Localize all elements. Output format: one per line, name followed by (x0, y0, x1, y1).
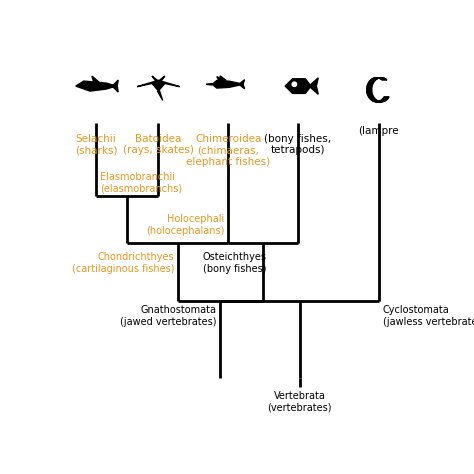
Polygon shape (383, 98, 389, 99)
Polygon shape (367, 88, 372, 89)
Polygon shape (367, 89, 372, 90)
Polygon shape (157, 91, 163, 100)
Text: Batoidea
(rays, skates): Batoidea (rays, skates) (123, 134, 194, 155)
Circle shape (292, 82, 297, 86)
Polygon shape (368, 96, 374, 97)
Polygon shape (367, 84, 373, 85)
Text: (lampre: (lampre (358, 126, 399, 136)
Text: Selachii
(sharks): Selachii (sharks) (75, 134, 117, 155)
Text: Vertebrata
(vertebrates): Vertebrata (vertebrates) (267, 391, 332, 412)
Text: Gnathostomata
(jawed vertebrates): Gnathostomata (jawed vertebrates) (120, 305, 217, 327)
Polygon shape (372, 100, 377, 101)
Polygon shape (382, 79, 387, 80)
Polygon shape (137, 80, 180, 91)
Polygon shape (112, 80, 118, 92)
Polygon shape (368, 95, 373, 96)
Polygon shape (240, 80, 245, 89)
Polygon shape (367, 85, 372, 86)
Polygon shape (159, 76, 165, 80)
Polygon shape (383, 97, 389, 98)
Polygon shape (367, 86, 372, 88)
Polygon shape (285, 79, 311, 93)
Polygon shape (310, 78, 318, 94)
Polygon shape (382, 99, 387, 100)
Polygon shape (371, 79, 376, 80)
Polygon shape (370, 80, 375, 81)
Polygon shape (212, 81, 243, 88)
Polygon shape (92, 76, 100, 83)
Polygon shape (217, 77, 226, 83)
Text: (bony fishes,
tetrapods): (bony fishes, tetrapods) (264, 134, 332, 155)
Polygon shape (367, 91, 372, 92)
Polygon shape (368, 83, 373, 84)
Polygon shape (152, 76, 157, 80)
Polygon shape (370, 98, 375, 99)
Polygon shape (367, 93, 373, 94)
Text: Holocephali
(holocephalans): Holocephali (holocephalans) (146, 214, 225, 236)
Text: Elasmobranchii
(elasmobranchs): Elasmobranchii (elasmobranchs) (100, 172, 182, 194)
Polygon shape (369, 81, 375, 82)
Polygon shape (367, 90, 372, 91)
Polygon shape (370, 99, 376, 100)
Polygon shape (220, 76, 226, 81)
Polygon shape (206, 83, 212, 85)
Text: Chimeroidea
(chimaeras,
elephant fishes): Chimeroidea (chimaeras, elephant fishes) (186, 134, 270, 167)
Text: Cyclostomata
(jawless vertebrates): Cyclostomata (jawless vertebrates) (383, 305, 474, 327)
Polygon shape (369, 97, 374, 98)
Text: Chondrichthyes
(cartilaginous fishes): Chondrichthyes (cartilaginous fishes) (72, 252, 174, 274)
Polygon shape (367, 92, 372, 93)
Text: Osteichthyes
(bony fishes): Osteichthyes (bony fishes) (203, 252, 267, 274)
Polygon shape (367, 94, 373, 95)
Polygon shape (368, 82, 374, 83)
Polygon shape (76, 81, 116, 91)
